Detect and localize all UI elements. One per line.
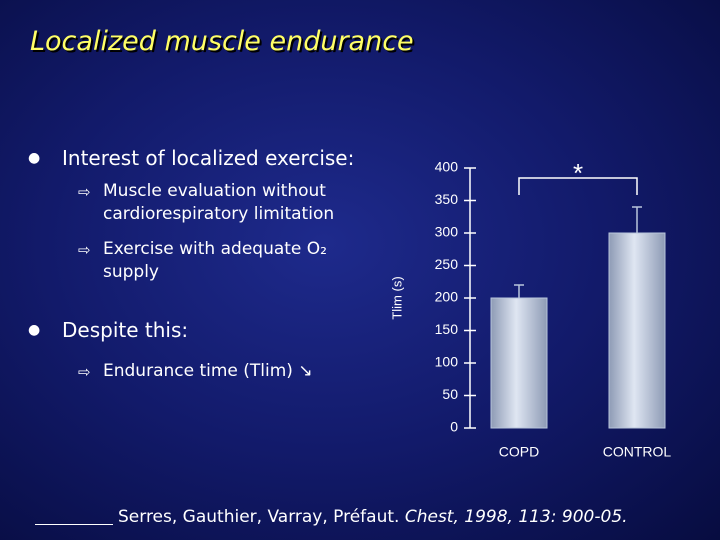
bullet: Despite this: <box>62 318 189 342</box>
bullet-dot: ● <box>28 322 41 338</box>
sub-bullet-arrow: ⇨ <box>78 241 91 259</box>
y-tick-label: 350 <box>435 191 459 207</box>
y-axis-label: Tlim (s) <box>389 276 404 319</box>
authors: Serres, Gauthier, Varray, Préfaut. <box>118 507 400 527</box>
sub-bullet-arrow: ⇨ <box>78 183 91 201</box>
bar <box>608 232 666 429</box>
line: Muscle evaluation without <box>103 181 326 201</box>
y-tick-label: 300 <box>435 224 459 240</box>
journal: Chest, 1998, 113: 900-05. <box>404 507 628 527</box>
sub-bullet: Exercise with adequate O₂ supply <box>103 238 327 284</box>
error-bar <box>514 284 524 298</box>
bar <box>490 297 548 429</box>
sub-bullet: Muscle evaluation without cardiorespirat… <box>103 180 334 226</box>
reference-rule <box>35 524 113 525</box>
y-tick-label: 0 <box>450 419 458 435</box>
x-tick-label: COPD <box>499 444 539 460</box>
line: cardiorespiratory limitation <box>103 204 335 224</box>
y-tick-label: 400 <box>435 159 459 175</box>
sub-bullet: Endurance time (Tlim) ↘ <box>103 360 313 383</box>
line: Endurance time (Tlim) ↘ <box>103 361 313 381</box>
error-bar <box>632 206 642 233</box>
reference: Serres, Gauthier, Varray, Préfaut. Chest… <box>118 507 628 527</box>
line: Exercise with adequate O₂ <box>103 239 327 259</box>
slide-title: Localized muscle endurance <box>30 26 414 57</box>
sub-bullet-arrow: ⇨ <box>78 363 91 381</box>
significance-bracket <box>518 177 638 195</box>
bullet: Interest of localized exercise: <box>62 146 355 170</box>
significance-marker: * <box>573 158 583 188</box>
y-tick-label: 150 <box>435 321 459 337</box>
bullet-dot: ● <box>28 150 41 166</box>
y-tick-label: 250 <box>435 256 459 272</box>
y-tick-label: 200 <box>435 289 459 305</box>
x-tick-label: CONTROL <box>603 444 672 460</box>
y-tick-label: 100 <box>435 354 459 370</box>
y-tick-label: 50 <box>442 386 458 402</box>
line: supply <box>103 262 159 282</box>
